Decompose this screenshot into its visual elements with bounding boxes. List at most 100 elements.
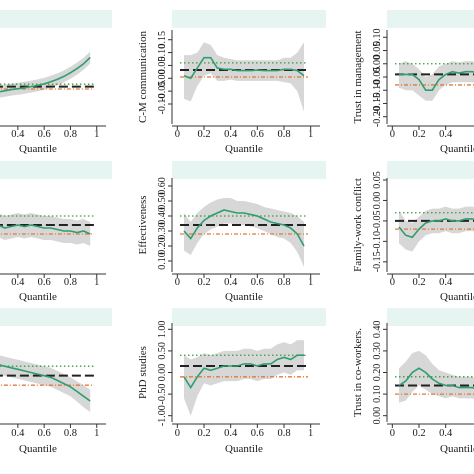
x-tick-label: 0.6 [251, 428, 264, 439]
x-tick-label: 0.4 [439, 428, 453, 439]
quantile-estimate-line [183, 209, 305, 247]
x-tick-label: 0.6 [38, 428, 51, 439]
x-tick-label: 1 [308, 129, 313, 140]
y-tick-label: 0.00 [372, 407, 383, 425]
y-tick-label: 0.00 [372, 192, 383, 210]
x-tick-label: 0.6 [38, 129, 51, 140]
x-axis-label: Quantile [19, 443, 57, 455]
y-tick-label: 0.00 [157, 70, 168, 88]
y-tick-label: 0.40 [157, 207, 168, 225]
x-tick-label: 0.2 [412, 277, 425, 288]
x-tick-label: 1 [94, 129, 99, 140]
panel-header-band [0, 308, 112, 326]
confidence-band [399, 350, 474, 403]
y-axis-label: C-M communication [137, 31, 149, 123]
x-axis-label: Quantile [225, 143, 263, 155]
y-tick-label: 1.00 [157, 321, 168, 339]
x-tick-label: 0 [390, 129, 395, 140]
panel-header-band [172, 161, 326, 179]
quantile-estimate-line [0, 224, 91, 235]
x-tick-label: 0.8 [277, 428, 290, 439]
quantile-estimate-line [183, 56, 305, 80]
x-tick-label: 0.8 [64, 277, 77, 288]
x-tick-label: 0.4 [11, 129, 25, 140]
chart-panel: 0.4 0.6 0.8 1 Quantile [0, 161, 112, 303]
y-tick-label: 0.10 [157, 44, 168, 62]
x-tick-label: 1 [94, 428, 99, 439]
x-tick-label: 0.4 [224, 277, 238, 288]
y-tick-label: -0.20 [372, 106, 383, 127]
x-axis-label: Quantile [225, 291, 263, 303]
y-tick-label: 0.60 [157, 177, 168, 195]
x-tick-label: 1 [94, 277, 99, 288]
x-tick-label: 0.2 [197, 277, 210, 288]
x-tick-label: 0.2 [412, 129, 425, 140]
y-tick-label: 0.30 [372, 342, 383, 360]
x-axis-label: Quantile [19, 291, 57, 303]
quantile-estimate-line [183, 354, 304, 390]
quantile-estimate-line [398, 367, 474, 390]
x-tick-label: 0.8 [64, 129, 77, 140]
chart-panel: 0.4 0.6 0.8 1 Quantile [0, 10, 112, 155]
confidence-band [184, 198, 304, 267]
y-tick-label: -0.05 [372, 210, 383, 231]
x-tick-label: 0.6 [251, 129, 264, 140]
y-axis-label: Effectiveness [137, 195, 149, 254]
y-tick-label: 0.10 [372, 385, 383, 403]
panel-header-band [172, 308, 326, 326]
y-axis-label: Family-work conflict [352, 178, 364, 272]
y-tick-label: 0.00 [372, 55, 383, 73]
confidence-band [184, 340, 304, 416]
panel-header-band [387, 161, 474, 179]
y-tick-label: 0.10 [157, 252, 168, 270]
x-axis-label: Quantile [19, 143, 57, 155]
panel-header-band [0, 10, 112, 28]
x-tick-label: 0.8 [64, 428, 77, 439]
chart-panel: 0 0.2 0.4 Quantile -0.15-0.10-0.050.00 0.05 Fa… [352, 161, 474, 303]
y-tick-label: 0.50 [157, 192, 168, 210]
x-axis-label: Quantile [440, 143, 474, 155]
x-tick-label: 0.2 [197, 428, 210, 439]
plot-area [0, 355, 95, 413]
panel-header-band [0, 161, 112, 179]
panel-header-band [387, 10, 474, 28]
x-axis-label: Quantile [440, 291, 474, 303]
x-tick-label: 0 [390, 277, 395, 288]
plot-area [0, 51, 95, 98]
plot-area [0, 213, 95, 246]
confidence-band [399, 61, 474, 101]
x-tick-label: 0.6 [251, 277, 264, 288]
plot-area [395, 350, 474, 403]
plot-area [180, 42, 308, 112]
y-tick-label: -0.50 [157, 384, 168, 405]
chart-panel: 0 0.2 0.4 0.6 0.8 1 Quantile -0.10-0.050.000.05… [137, 10, 326, 155]
y-tick-label: -0.10 [157, 94, 168, 115]
panel-header-band [387, 308, 474, 326]
x-tick-label: 0 [390, 428, 395, 439]
y-axis-label: Trust in co-workers. [352, 328, 364, 417]
x-tick-label: 0 [175, 277, 180, 288]
plot-area [180, 198, 308, 267]
y-tick-label: 0.50 [157, 342, 168, 360]
x-axis-label: Quantile [440, 443, 474, 455]
y-tick-label: 0.15 [157, 31, 168, 49]
panel-header-band [172, 10, 326, 28]
confidence-band [0, 355, 91, 413]
y-tick-label: -0.15 [372, 251, 383, 272]
chart-panel: 0 0.2 0.4 0.6 0.8 1 Quantile -1.00-0.50 0.00 0.50… [137, 308, 326, 455]
y-axis-label: Trust in management [352, 30, 364, 123]
x-tick-label: 0.6 [38, 277, 51, 288]
x-tick-label: 0.2 [197, 129, 210, 140]
quantile-estimate-line [398, 218, 474, 239]
y-tick-label: 0.30 [157, 222, 168, 240]
y-tick-label: 0.10 [372, 29, 383, 47]
x-tick-label: 0.8 [277, 277, 290, 288]
plot-area [395, 61, 474, 101]
y-tick-label: 0.05 [372, 42, 383, 60]
chart-panel: 0 0.2 0.4 0.6 0.8 1Quantile0.100.200.300.400.… [137, 161, 326, 303]
x-tick-label: 1 [308, 277, 313, 288]
plot-area [180, 340, 308, 416]
y-tick-label: -0.10 [372, 231, 383, 252]
y-tick-label: -0.05 [157, 81, 168, 102]
